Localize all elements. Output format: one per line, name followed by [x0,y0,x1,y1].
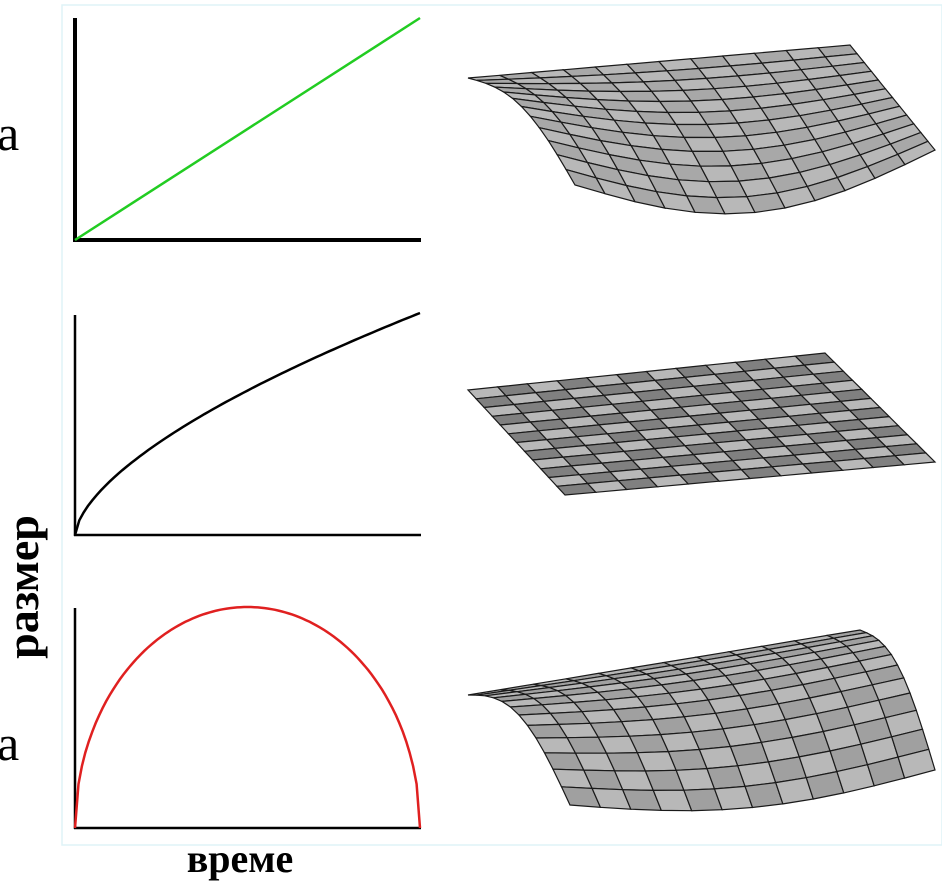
surfaces [466,44,937,812]
frame [61,4,942,846]
graph-linear [73,16,421,242]
surface-cell [896,140,936,166]
surface-cell [893,452,937,466]
curve [73,311,421,536]
graph-sqrt [73,311,421,537]
curve [73,605,422,829]
x-axis-label: време [187,836,294,881]
curve [74,16,421,242]
graph-arch [73,605,422,830]
y-axis-label: размер [0,515,48,659]
surface-cell [897,748,936,779]
letter: а [0,715,19,771]
letter: а [0,105,19,161]
